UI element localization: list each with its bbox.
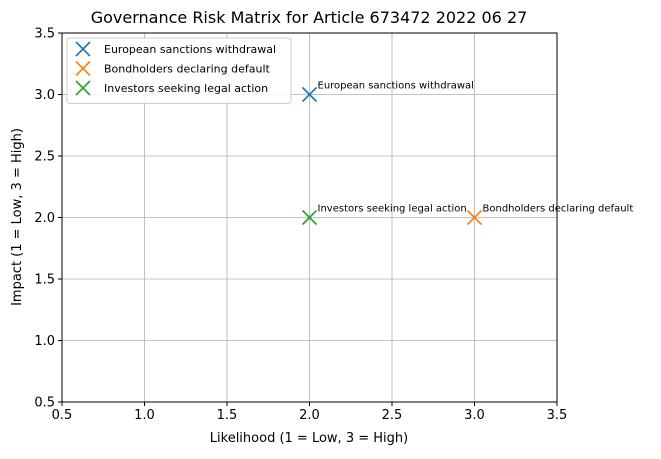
point-annotations: European sanctions withdrawal Bondholders…	[318, 81, 634, 215]
legend: European sanctions withdrawal Bondholders…	[66, 37, 292, 104]
marker-stroke	[301, 86, 318, 103]
x-axis-label: Likelihood (1 = Low, 3 = High)	[210, 431, 408, 446]
y-tick-label: 1.0	[34, 334, 55, 349]
y-tick-label: 3.0	[34, 88, 55, 103]
data-point-marker	[301, 209, 318, 226]
legend-marker	[75, 41, 91, 57]
point-annotation: Bondholders declaring default	[483, 204, 634, 215]
y-tick-label: 2.5	[34, 150, 55, 165]
point-annotation: Investors seeking legal action	[318, 204, 467, 215]
x-tick-label: 3.5	[547, 408, 568, 423]
x-tick-label: 1.0	[134, 408, 155, 423]
legend-label: Investors seeking legal action	[104, 82, 268, 95]
chart-title: Governance Risk Matrix for Article 67347…	[91, 8, 528, 27]
legend-label: Bondholders declaring default	[104, 63, 271, 76]
marker-stroke	[301, 209, 318, 226]
x-tick-label: 1.5	[217, 408, 238, 423]
legend-label: European sanctions withdrawal	[104, 43, 276, 56]
legend-box	[66, 37, 292, 104]
x-tick-label: 2.5	[382, 408, 403, 423]
point-annotation: European sanctions withdrawal	[318, 81, 474, 92]
data-point-marker	[466, 209, 483, 226]
y-tick-label: 3.5	[34, 27, 55, 42]
y-tick-label: 0.5	[34, 396, 55, 411]
y-axis-label: Impact (1 = Low, 3 = High)	[10, 128, 25, 306]
legend-marker	[75, 60, 91, 77]
x-tick-label: 3.0	[464, 408, 485, 423]
axes: 0.5 1.0 1.5 2.0 2.5 3.0 3.5 0.5 1.0 1.5 2.0 2.5 3.0 3…	[34, 27, 567, 424]
marker-stroke	[466, 209, 483, 226]
y-tick-label: 2.0	[34, 211, 55, 226]
y-tick-label: 1.5	[34, 273, 55, 288]
marker-stroke	[75, 60, 91, 77]
marker-stroke	[75, 41, 91, 57]
marker-stroke	[75, 80, 91, 96]
x-tick-label: 2.0	[299, 408, 320, 423]
data-points	[301, 86, 483, 226]
x-tick-label: 0.5	[52, 408, 73, 423]
data-point-marker	[301, 86, 318, 103]
legend-marker	[75, 80, 91, 96]
